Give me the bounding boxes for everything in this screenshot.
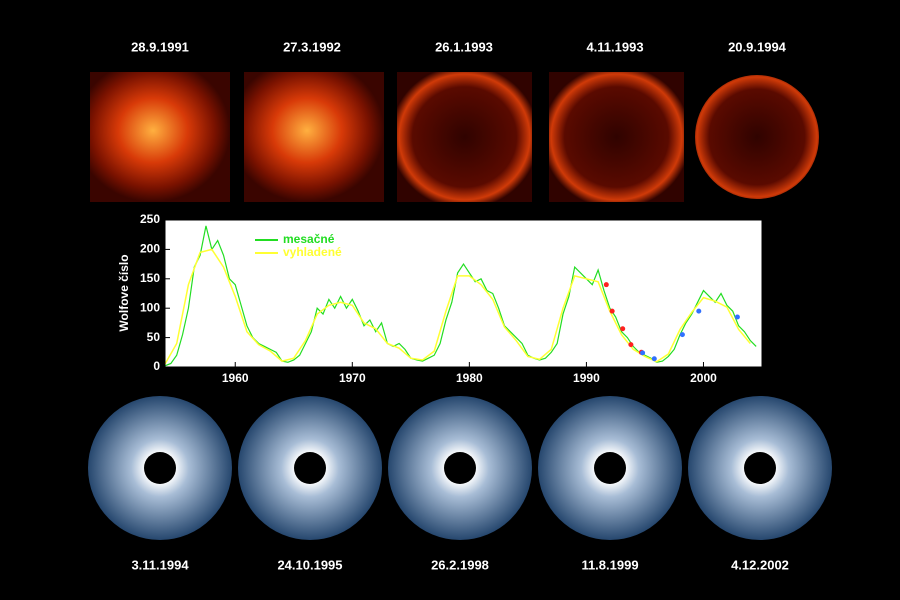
highlight-point [679, 332, 685, 338]
y-tick-label: 150 [140, 271, 160, 285]
y-tick-label: 250 [140, 212, 160, 226]
x-tick-label: 1990 [573, 371, 600, 385]
highlight-point [603, 282, 609, 288]
x-tick-label: 1960 [222, 371, 249, 385]
highlight-point [640, 350, 646, 356]
xray-image [549, 72, 684, 202]
image-date: 11.8.1999 [581, 557, 638, 572]
image-date: 26.1.1993 [435, 39, 493, 54]
series-line [164, 225, 757, 367]
moon [594, 452, 626, 484]
x-tick-label: 2000 [690, 371, 717, 385]
x-tick-label: 1980 [456, 371, 483, 385]
y-axis-label: Wolfove číslo [117, 254, 131, 331]
image-date: 28.9.1991 [131, 39, 189, 54]
plot-frame [164, 219, 763, 368]
image-date: 4.12.2002 [731, 557, 789, 572]
xray-image [244, 72, 384, 202]
image-date: 3.11.1994 [131, 557, 189, 572]
x-tick-label: 1970 [339, 371, 366, 385]
highlight-point [651, 356, 657, 362]
moon [144, 452, 176, 484]
highlight-point [609, 308, 615, 314]
highlight-point [696, 308, 702, 314]
moon [294, 452, 326, 484]
plot-area [165, 220, 762, 367]
corona-images [88, 396, 832, 540]
xray-image [397, 72, 532, 202]
xray-image [90, 72, 230, 202]
image-date: 27.3.1992 [283, 39, 341, 54]
xray-images [90, 72, 819, 202]
image-date: 4.11.1993 [586, 39, 643, 54]
image-date: 20.9.1994 [728, 39, 787, 54]
moon [444, 452, 476, 484]
y-tick-label: 200 [140, 242, 160, 256]
image-date: 24.10.1995 [277, 557, 342, 572]
legend-label: mesačné [283, 232, 335, 246]
y-tick-label: 50 [147, 330, 161, 344]
legend-label: vyhladené [283, 245, 342, 259]
y-tick-label: 100 [140, 300, 160, 314]
highlight-point [734, 314, 740, 320]
highlight-point [628, 342, 634, 348]
image-date: 26.2.1998 [431, 557, 489, 572]
moon [744, 452, 776, 484]
xray-image [695, 75, 819, 199]
highlight-point [620, 326, 626, 332]
y-tick-label: 0 [153, 359, 160, 373]
